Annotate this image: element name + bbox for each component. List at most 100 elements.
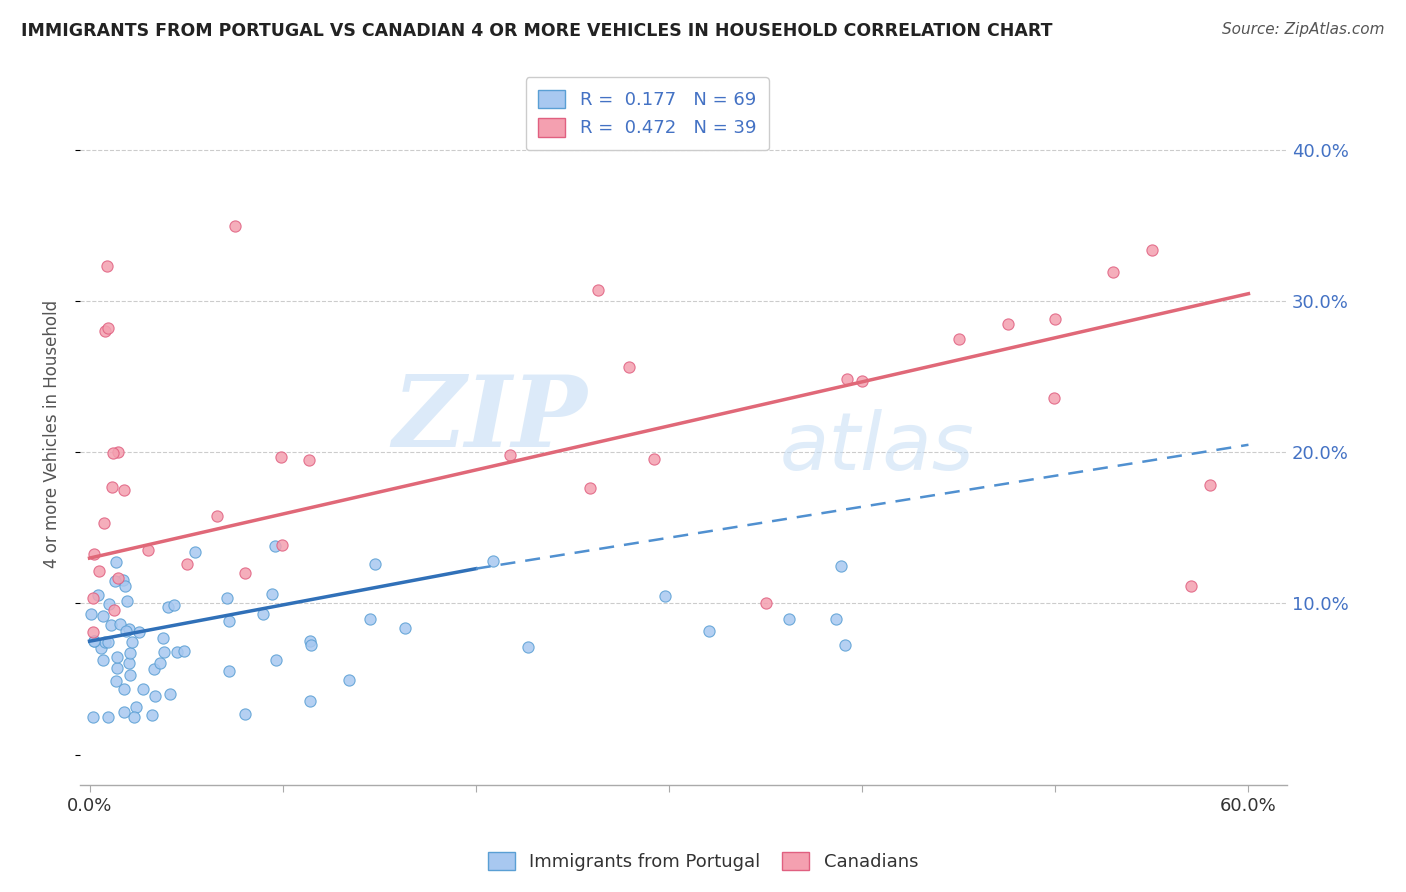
Point (111, 573, 134, 587)
Point (118, 668, 141, 682)
Point (394, 622, 416, 636)
Point (128, 625, 150, 640)
Point (97, 320, 120, 334)
Point (107, 571, 129, 585)
Point (118, 646, 141, 660)
Point (98, 597, 121, 611)
Point (153, 645, 176, 659)
Point (233, 566, 256, 580)
Point (830, 558, 852, 573)
Point (82, 624, 104, 639)
Point (517, 640, 540, 654)
Point (100, 480, 122, 494)
Point (252, 607, 274, 621)
Point (124, 710, 146, 724)
Point (114, 579, 136, 593)
Point (112, 705, 135, 719)
Legend: R =  0.177   N = 69, R =  0.472   N = 39: R = 0.177 N = 69, R = 0.472 N = 39 (526, 77, 769, 150)
Text: atlas: atlas (780, 409, 974, 486)
Point (166, 645, 188, 659)
Legend: Immigrants from Portugal, Canadians: Immigrants from Portugal, Canadians (481, 845, 925, 879)
Point (218, 614, 240, 628)
Point (91, 653, 114, 667)
Point (97, 710, 120, 724)
Point (264, 540, 287, 554)
Point (1045, 311, 1067, 326)
Point (159, 688, 181, 702)
Point (481, 554, 503, 568)
Point (93, 635, 115, 649)
Point (93, 608, 115, 623)
Point (1102, 265, 1125, 279)
Point (824, 612, 846, 626)
Point (586, 283, 609, 297)
Point (87, 588, 110, 602)
Point (105, 555, 128, 569)
Point (337, 673, 360, 687)
Point (103, 602, 125, 616)
Point (163, 599, 186, 613)
Point (184, 544, 207, 558)
Point (298, 453, 321, 467)
Point (948, 332, 970, 346)
Point (270, 450, 292, 464)
Point (579, 481, 602, 495)
Point (643, 452, 665, 467)
Point (997, 317, 1019, 331)
Point (697, 624, 720, 638)
Point (152, 631, 174, 645)
Point (755, 596, 778, 610)
Point (224, 219, 246, 233)
Point (658, 112, 681, 127)
Point (205, 508, 228, 523)
Point (266, 653, 288, 667)
Point (499, 448, 522, 462)
Point (176, 558, 198, 572)
Point (233, 707, 256, 722)
Point (131, 681, 153, 696)
Point (364, 557, 387, 571)
Point (1180, 579, 1202, 593)
Point (359, 611, 381, 625)
Point (105, 649, 128, 664)
Point (299, 634, 322, 648)
Point (837, 372, 859, 386)
Point (118, 622, 141, 636)
Point (107, 445, 129, 459)
Point (299, 638, 322, 652)
Point (778, 612, 800, 626)
Point (96, 259, 118, 273)
Point (112, 483, 135, 498)
Point (90, 641, 112, 656)
Point (136, 542, 159, 557)
Point (215, 591, 238, 606)
Point (262, 586, 284, 600)
Point (617, 359, 640, 374)
Point (142, 662, 165, 676)
Point (104, 673, 127, 688)
Point (851, 374, 873, 388)
Point (104, 574, 127, 588)
Point (117, 656, 139, 670)
Point (82, 591, 104, 606)
Point (654, 589, 676, 603)
Point (83, 633, 105, 648)
Point (124, 699, 146, 714)
Point (87, 564, 110, 578)
Point (115, 594, 138, 608)
Point (83, 547, 105, 561)
Point (1198, 478, 1220, 492)
Point (121, 635, 143, 649)
Point (105, 661, 128, 675)
Point (1043, 391, 1066, 405)
Point (834, 638, 856, 652)
Point (114, 681, 136, 696)
Point (149, 656, 172, 670)
Point (83, 634, 105, 648)
Point (80, 607, 103, 621)
Point (94, 325, 117, 339)
Point (1140, 243, 1163, 257)
Point (100, 618, 122, 632)
Point (218, 665, 240, 679)
Text: IMMIGRANTS FROM PORTUGAL VS CANADIAN 4 OR MORE VEHICLES IN HOUSEHOLD CORRELATION: IMMIGRANTS FROM PORTUGAL VS CANADIAN 4 O… (21, 22, 1053, 40)
